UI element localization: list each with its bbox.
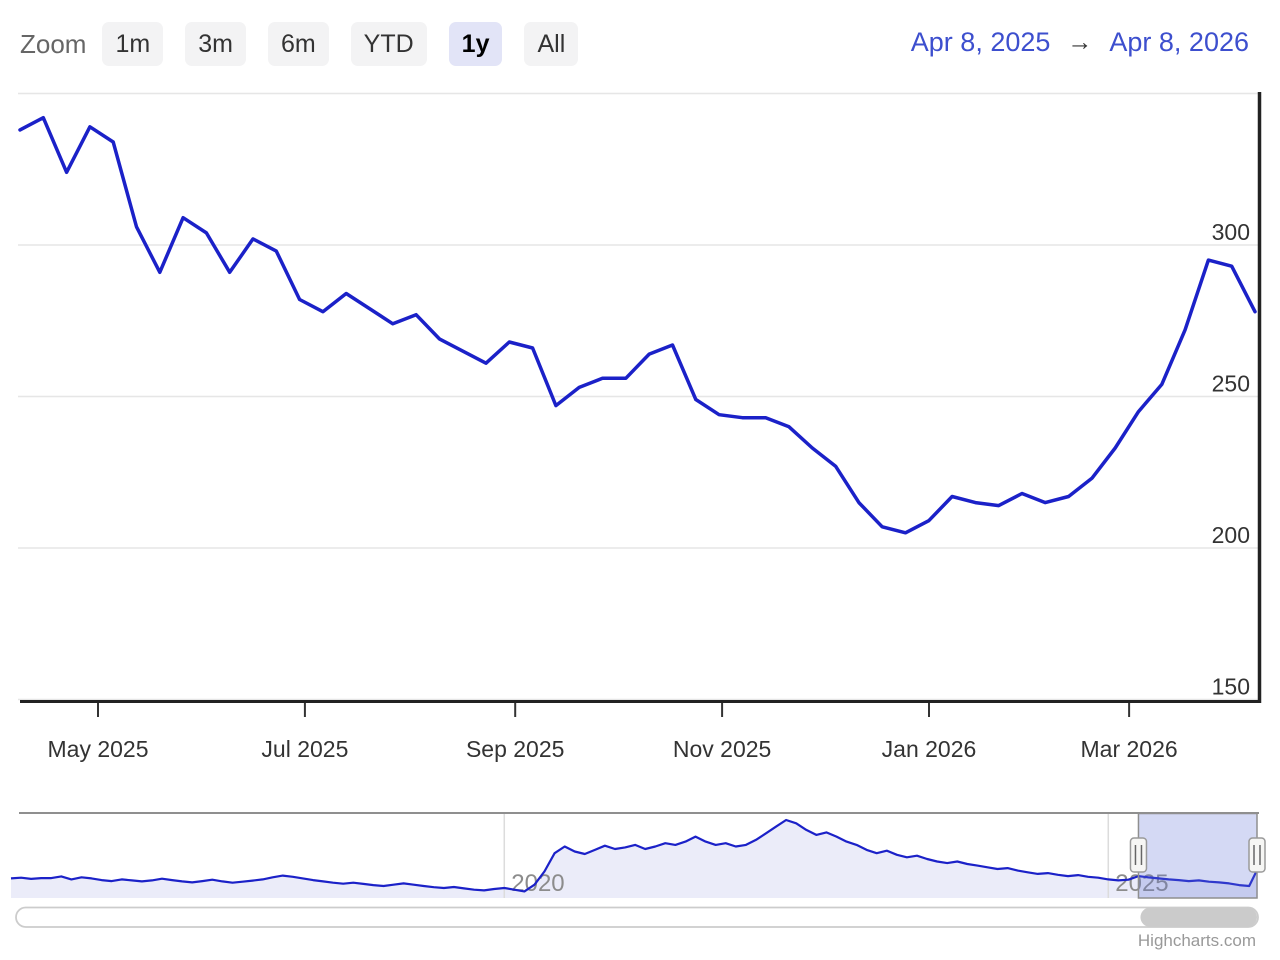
x-axis-label: Jul 2025	[261, 736, 348, 762]
main-plot-area[interactable]: 300 250 200 150 May 2025 Jul 2025 Sep 2025 Nov …	[18, 92, 1262, 762]
navigator-line	[10, 818, 1259, 893]
range-dates: Apr 8, 2025 → Apr 8, 2026	[911, 27, 1249, 58]
range-arrow: →	[1067, 28, 1093, 56]
y-axis-label: 300	[1212, 219, 1250, 245]
price-line-series[interactable]	[18, 115, 1257, 535]
range-button-3m[interactable]: 3m	[185, 22, 246, 66]
x-axis-label: Jan 2026	[882, 736, 977, 762]
scrollbar[interactable]	[15, 906, 1259, 928]
navigator-area	[11, 820, 1258, 898]
range-selector: Zoom 1m 3m 6m YTD 1y All	[20, 22, 600, 66]
range-button-1y[interactable]: 1y	[448, 22, 503, 66]
x-axis-label: Sep 2025	[466, 736, 564, 762]
navigator-year-label: 2020	[511, 870, 564, 897]
navigator[interactable]: 2020 2025	[10, 812, 1266, 899]
range-button-ytd[interactable]: YTD	[350, 22, 427, 66]
y-axis-label: 250	[1212, 371, 1250, 397]
credits-link[interactable]: Highcharts.com	[1137, 931, 1256, 950]
range-button-1m[interactable]: 1m	[102, 22, 164, 66]
scrollbar-track[interactable]	[15, 906, 1259, 928]
navigator-year-label: 2025	[1115, 870, 1168, 897]
navigator-handle-left[interactable]	[1129, 837, 1148, 873]
y-axis-label: 150	[1212, 674, 1250, 700]
range-start-input[interactable]: Apr 8, 2025	[910, 27, 1051, 57]
x-axis-label: May 2025	[48, 736, 149, 762]
x-axis-label: Mar 2026	[1081, 736, 1178, 762]
range-end-input[interactable]: Apr 8, 2026	[1109, 27, 1249, 57]
zoom-label: Zoom	[20, 28, 87, 59]
y-axis-label: 200	[1212, 522, 1250, 548]
navigator-window-mask[interactable]	[1138, 813, 1257, 899]
range-button-6m[interactable]: 6m	[267, 22, 329, 66]
x-axis-label: Nov 2025	[673, 736, 771, 762]
range-button-all[interactable]: All	[524, 22, 579, 66]
navigator-handle-right[interactable]	[1248, 837, 1266, 873]
scrollbar-thumb[interactable]	[1140, 907, 1257, 928]
